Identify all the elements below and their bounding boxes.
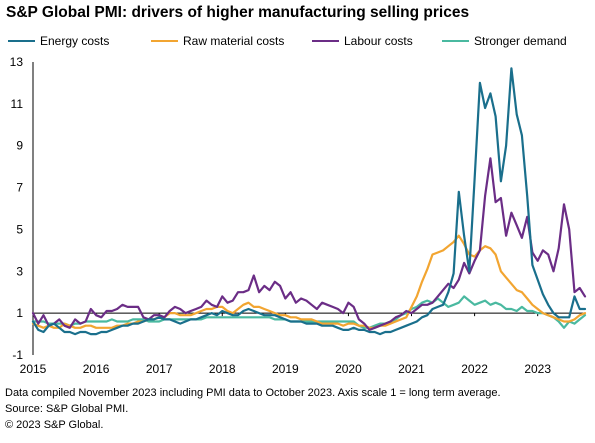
series-line-raw-material-costs (31, 234, 587, 329)
footnote-data-note: Data compiled November 2023 including PM… (5, 387, 501, 399)
x-tick-label: 2021 (398, 362, 425, 376)
y-tick-label: 13 (10, 55, 24, 69)
y-tick-label: 5 (16, 222, 23, 236)
legend-label-raw-material-costs: Raw material costs (183, 34, 285, 48)
y-tick-label: 9 (16, 139, 23, 153)
footnote-source: Source: S&P Global PMI. (5, 403, 129, 415)
x-tick-label: 2022 (461, 362, 488, 376)
y-tick-label: -1 (12, 348, 23, 362)
legend-item-stronger-demand: Stronger demand (442, 34, 567, 48)
legend-label-stronger-demand: Stronger demand (474, 34, 567, 48)
y-tick-label: 3 (16, 264, 23, 278)
x-tick-label: 2023 (524, 362, 551, 376)
legend-label-energy-costs: Energy costs (40, 34, 110, 48)
legend-item-energy-costs: Energy costs (8, 34, 109, 48)
legend-swatch-energy-costs (8, 39, 35, 43)
y-tick-label: 1 (16, 306, 23, 320)
footnote-copyright: © 2023 S&P Global. (5, 419, 104, 431)
series-line-labour-costs (31, 157, 587, 331)
x-tick-label: 2019 (272, 362, 299, 376)
chart-title: S&P Global PMI: drivers of higher manufa… (6, 4, 470, 21)
x-tick-label: 2016 (83, 362, 110, 376)
x-tick-label: 2017 (146, 362, 173, 376)
x-tick-label: 2020 (335, 362, 362, 376)
x-tick-label: 2015 (20, 362, 47, 376)
x-tick-label: 2018 (209, 362, 236, 376)
legend-swatch-raw-material-costs (151, 39, 178, 43)
legend-item-labour-costs: Labour costs (312, 34, 413, 48)
series-line-stronger-demand (31, 295, 587, 329)
y-tick-label: 11 (11, 97, 24, 111)
legend-swatch-labour-costs (312, 39, 339, 43)
series-line-energy-costs (31, 67, 587, 336)
legend-swatch-stronger-demand (442, 39, 469, 43)
legend-item-raw-material-costs: Raw material costs (151, 34, 284, 48)
legend-label-labour-costs: Labour costs (344, 34, 413, 48)
chart-legend: Energy costs Raw material costs Labour c… (0, 34, 595, 50)
y-tick-label: 7 (16, 181, 23, 195)
